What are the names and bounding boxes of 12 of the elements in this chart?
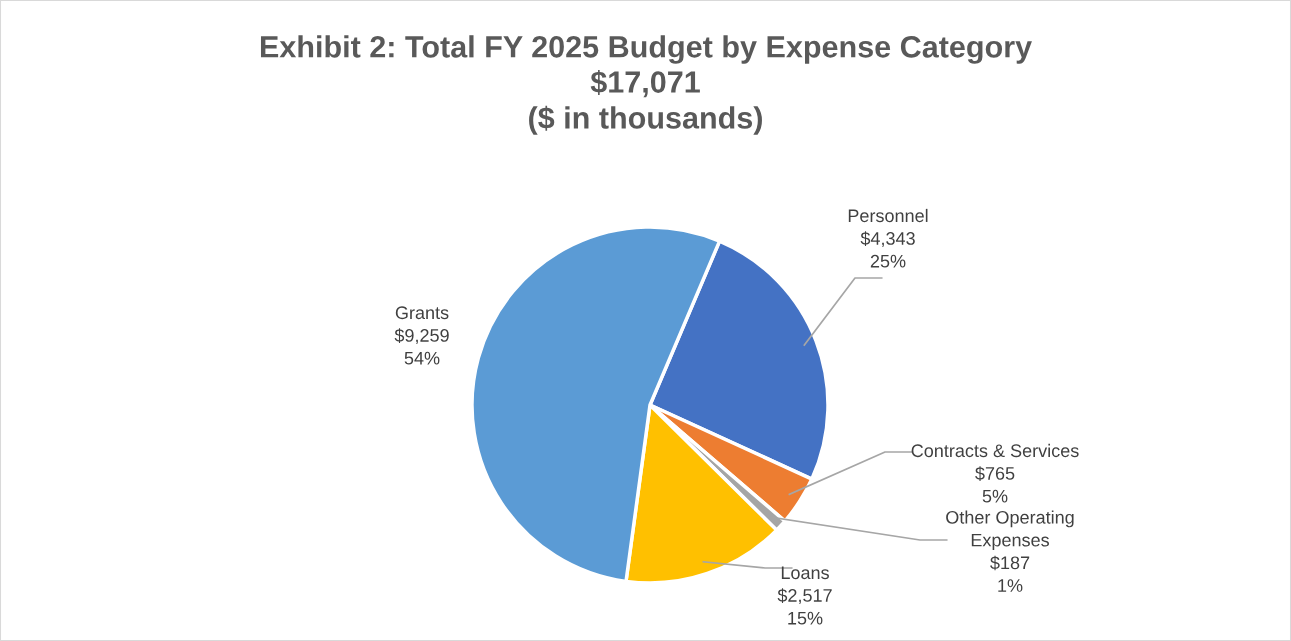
slice-label: Grants: [395, 306, 449, 320]
slice-label: Contracts & Services: [911, 443, 1079, 458]
data-label: $765 5%: [975, 466, 1015, 503]
data-label: $187 1%: [990, 555, 1030, 592]
data-label: $2,517 15%: [777, 588, 832, 625]
data-label: $4,343 25%: [860, 231, 915, 268]
chart-subtitle: $17,071 ($ in thousands): [529, 69, 762, 135]
slice-label: Other Operating Expenses: [946, 510, 1074, 551]
data-label: $9,259 54%: [394, 328, 449, 365]
slice-label: Loans: [781, 566, 829, 580]
slice-label: Personnel: [848, 208, 928, 223]
chart-title: Exhibit 2: Total FY 2025 Budget by Expense Category: [260, 35, 1032, 64]
